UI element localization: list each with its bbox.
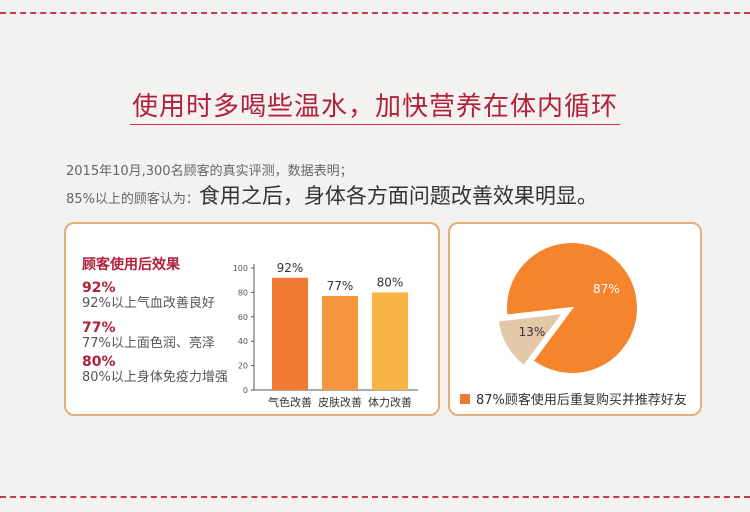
effects-title: 顾客使用后效果 <box>82 257 180 273</box>
stat-percent: 80% <box>82 354 116 370</box>
stat-item: 77% 77%以上面色润、亮泽 <box>82 320 215 352</box>
pie-chart: 87% 13% <box>496 241 639 375</box>
bar-data-label: 77% <box>327 279 354 293</box>
bar <box>372 292 408 390</box>
y-tick-label: 60 <box>238 313 248 322</box>
pie-data-label: 87% <box>593 282 620 296</box>
y-tick-label: 100 <box>233 264 248 273</box>
y-tick-label: 80 <box>238 288 248 297</box>
bar-category-label: 体力改善 <box>368 395 412 409</box>
bar-category-label: 气色改善 <box>268 395 312 409</box>
headline-underline <box>130 124 620 125</box>
stat-item: 80% 80%以上身体免疫力增强 <box>82 354 228 386</box>
bottom-dashed-border <box>0 496 750 498</box>
pie-slice <box>505 241 639 375</box>
y-tick-label: 40 <box>238 337 248 346</box>
intro-line-2: 85%以上的顾客认为：食用之后，身体各方面问题改善效果明显。 <box>66 180 598 210</box>
bar <box>322 296 358 390</box>
pie-legend-text: 87%顾客使用后重复购买并推荐好友 <box>476 393 687 408</box>
repurchase-panel: 87% 13% 87%顾客使用后重复购买并推荐好友 <box>448 222 702 416</box>
headline: 使用时多喝些温水，加快营养在体内循环 <box>131 92 618 122</box>
y-tick-label: 20 <box>238 362 248 371</box>
stat-percent: 92% <box>82 280 116 296</box>
stat-percent: 77% <box>82 320 116 336</box>
stat-item: 92% 92%以上气血改善良好 <box>82 280 215 312</box>
intro-line-1: 2015年10月,300名顾客的真实评测，数据表明； <box>66 164 353 179</box>
effects-panel: 顾客使用后效果 92% 92%以上气血改善良好 77% 77%以上面色润、亮泽 … <box>64 222 440 416</box>
stat-description: 77%以上面色润、亮泽 <box>82 336 215 351</box>
bar <box>272 277 308 390</box>
y-tick-label: 0 <box>243 386 248 395</box>
pie-data-label: 13% <box>519 325 546 339</box>
stat-description: 92%以上气血改善良好 <box>82 296 215 311</box>
intro-prefix: 85%以上的顾客认为： <box>66 192 199 207</box>
bar-chart: 0 20 40 60 80 100 92% 气色改善 77% 皮肤改善 80% 体力改善 <box>233 261 418 409</box>
bar-category-label: 皮肤改善 <box>318 395 362 409</box>
bar-data-label: 80% <box>377 275 404 289</box>
bar-data-label: 92% <box>277 261 304 275</box>
pie-slice <box>496 311 566 368</box>
stat-description: 80%以上身体免疫力增强 <box>82 370 228 385</box>
top-dashed-border <box>0 12 750 14</box>
intro-main: 食用之后，身体各方面问题改善效果明显。 <box>198 184 598 208</box>
legend-swatch <box>460 394 470 404</box>
